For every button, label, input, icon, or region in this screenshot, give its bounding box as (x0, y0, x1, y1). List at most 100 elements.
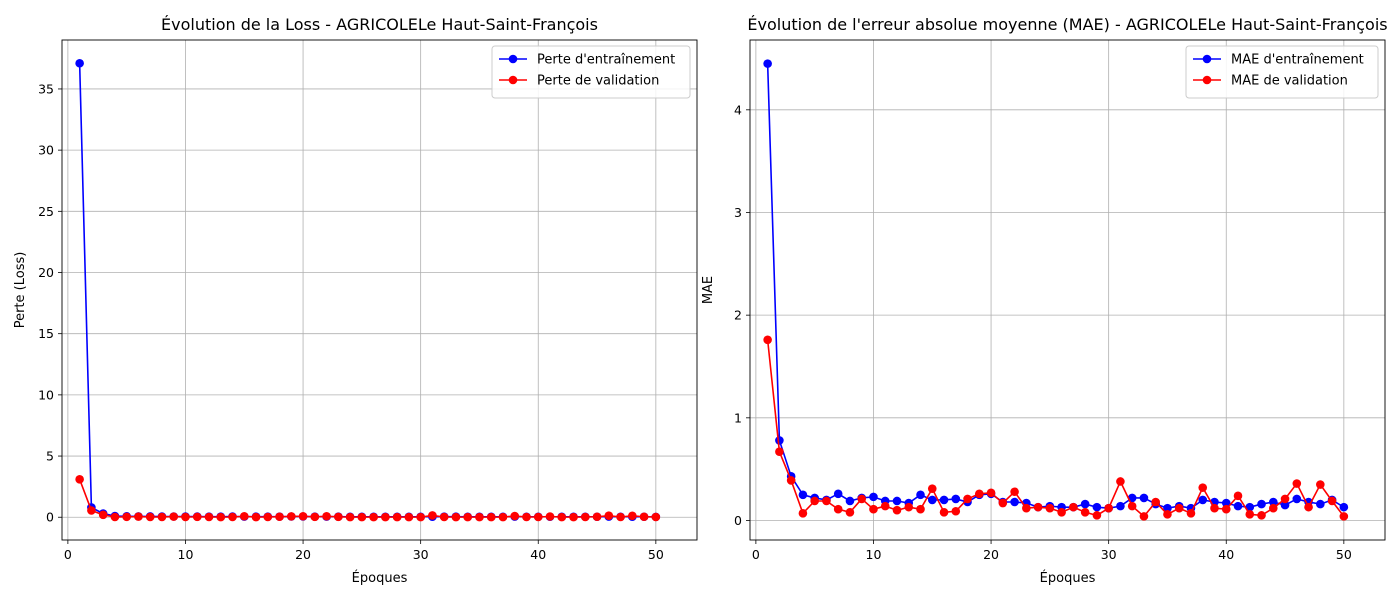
data-point (1280, 500, 1290, 510)
data-point (1139, 512, 1149, 521)
data-point (192, 512, 202, 522)
data-point (251, 512, 261, 522)
x-tick-label: 40 (530, 547, 546, 562)
data-point (1174, 503, 1184, 513)
data-point (1327, 496, 1337, 506)
data-point (228, 512, 237, 522)
data-point (1221, 504, 1231, 514)
data-point (1268, 497, 1278, 507)
data-point (616, 512, 625, 522)
data-point (1280, 494, 1290, 504)
data-point (1198, 495, 1208, 505)
data-point (75, 475, 84, 484)
data-point (1316, 499, 1325, 509)
data-point (1163, 503, 1172, 513)
data-point (310, 512, 320, 522)
data-point (216, 512, 226, 522)
data-point (869, 492, 878, 502)
data-point (986, 488, 996, 498)
legend-label: MAE de validation (1231, 74, 1348, 89)
data-point (416, 512, 425, 522)
data-point (1304, 502, 1313, 512)
data-point (775, 447, 784, 457)
data-point (1292, 479, 1302, 488)
data-point (904, 502, 914, 512)
x-tick-label: 20 (983, 547, 999, 562)
data-point (775, 436, 784, 445)
data-point (322, 511, 331, 521)
y-tick-label: 0 (734, 513, 742, 528)
data-point (1245, 510, 1255, 519)
data-point (833, 504, 843, 514)
data-point (1210, 503, 1219, 513)
x-tick-label: 30 (413, 547, 429, 562)
data-point (592, 512, 602, 522)
data-point (1292, 494, 1302, 504)
data-point (334, 512, 343, 522)
data-point (145, 512, 155, 522)
data-point (533, 512, 543, 522)
series-line-1 (766, 63, 1345, 510)
y-tick-label: 1 (734, 410, 742, 425)
data-point (763, 335, 772, 345)
data-point (1080, 507, 1090, 517)
data-point (75, 58, 84, 68)
x-tick-label: 50 (1336, 547, 1352, 562)
data-point (287, 512, 296, 521)
data-point (1198, 483, 1208, 492)
data-point (369, 512, 378, 522)
data-point (869, 504, 878, 514)
data-point (651, 512, 661, 522)
x-tick-label: 30 (1101, 547, 1117, 562)
data-point (939, 495, 949, 505)
data-point (557, 512, 567, 522)
data-point (927, 495, 937, 505)
data-point (475, 512, 484, 522)
data-point (639, 512, 649, 522)
data-point (451, 512, 461, 522)
data-point (1045, 503, 1055, 513)
legend-label: Perte d'entraînement (537, 53, 675, 68)
data-point (892, 505, 902, 515)
data-point (98, 510, 108, 520)
data-point (916, 490, 925, 500)
data-point (298, 511, 308, 521)
series-line-1 (78, 63, 656, 518)
x-tick-label: 40 (1218, 547, 1234, 562)
data-point (204, 512, 214, 522)
data-point (1221, 498, 1231, 508)
data-point (927, 484, 937, 493)
data-point (822, 496, 831, 506)
data-point (1339, 502, 1349, 512)
data-point (1092, 502, 1102, 512)
data-point (951, 494, 961, 504)
data-point (798, 490, 808, 500)
data-point (522, 512, 531, 522)
data-point (1057, 507, 1066, 517)
data-point (1139, 493, 1149, 503)
data-point (181, 512, 190, 522)
y-tick-label: 35 (38, 81, 54, 96)
x-tick-label: 50 (648, 547, 664, 562)
legend-marker (508, 54, 518, 64)
chart-1: 0 10 20 30 40 50 0 5 10 15 20 25 30 35 Évolution de la… (13, 15, 698, 586)
y-tick-label: 20 (38, 265, 54, 280)
data-point (1080, 499, 1090, 509)
data-point (1339, 512, 1349, 521)
data-point (1151, 497, 1160, 507)
legend-marker (1202, 75, 1212, 85)
data-point (1233, 501, 1243, 511)
y-tick-label: 15 (38, 326, 54, 341)
data-point (239, 511, 249, 521)
data-point (786, 476, 796, 485)
data-point (998, 498, 1008, 508)
chart-title: Évolution de l'erreur absolue moyenne (M… (747, 15, 1387, 34)
data-point (975, 489, 984, 499)
data-point (122, 512, 131, 522)
x-tick-label: 20 (295, 547, 311, 562)
data-point (169, 512, 179, 521)
series-line-2 (766, 339, 1345, 518)
y-axis-label: Perte (Loss) (13, 252, 28, 329)
data-point (916, 504, 925, 514)
data-point (1022, 503, 1031, 513)
